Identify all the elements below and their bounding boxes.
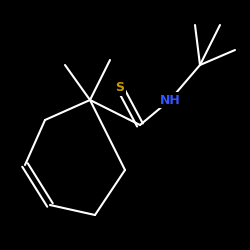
Text: S: S — [116, 81, 124, 94]
Text: NH: NH — [160, 94, 180, 106]
